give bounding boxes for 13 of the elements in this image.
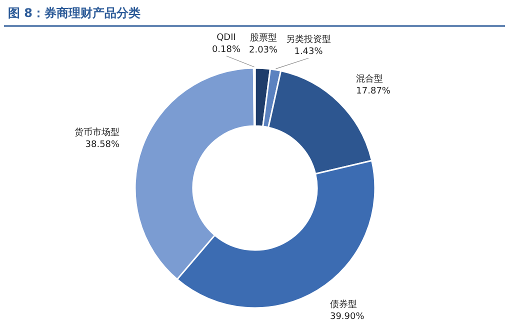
- slice-label: 另类投资型: [286, 34, 332, 46]
- data-label: 17.87%: [356, 86, 391, 97]
- chart-title: 图 8：券商理财产品分类: [8, 6, 141, 20]
- data-label: 1.43%: [294, 47, 324, 58]
- slice-label: 混合型: [356, 74, 384, 85]
- data-label: 38.58%: [85, 140, 120, 150]
- slice-label: QDII: [216, 33, 236, 43]
- slice-label: 债券型: [330, 298, 357, 310]
- data-label: 39.90%: [330, 312, 365, 322]
- slice-label: 货币市场型: [74, 126, 120, 138]
- data-label: 0.18%: [212, 45, 241, 55]
- slice-label: 股票型: [250, 32, 277, 44]
- data-label: 2.03%: [248, 45, 278, 56]
